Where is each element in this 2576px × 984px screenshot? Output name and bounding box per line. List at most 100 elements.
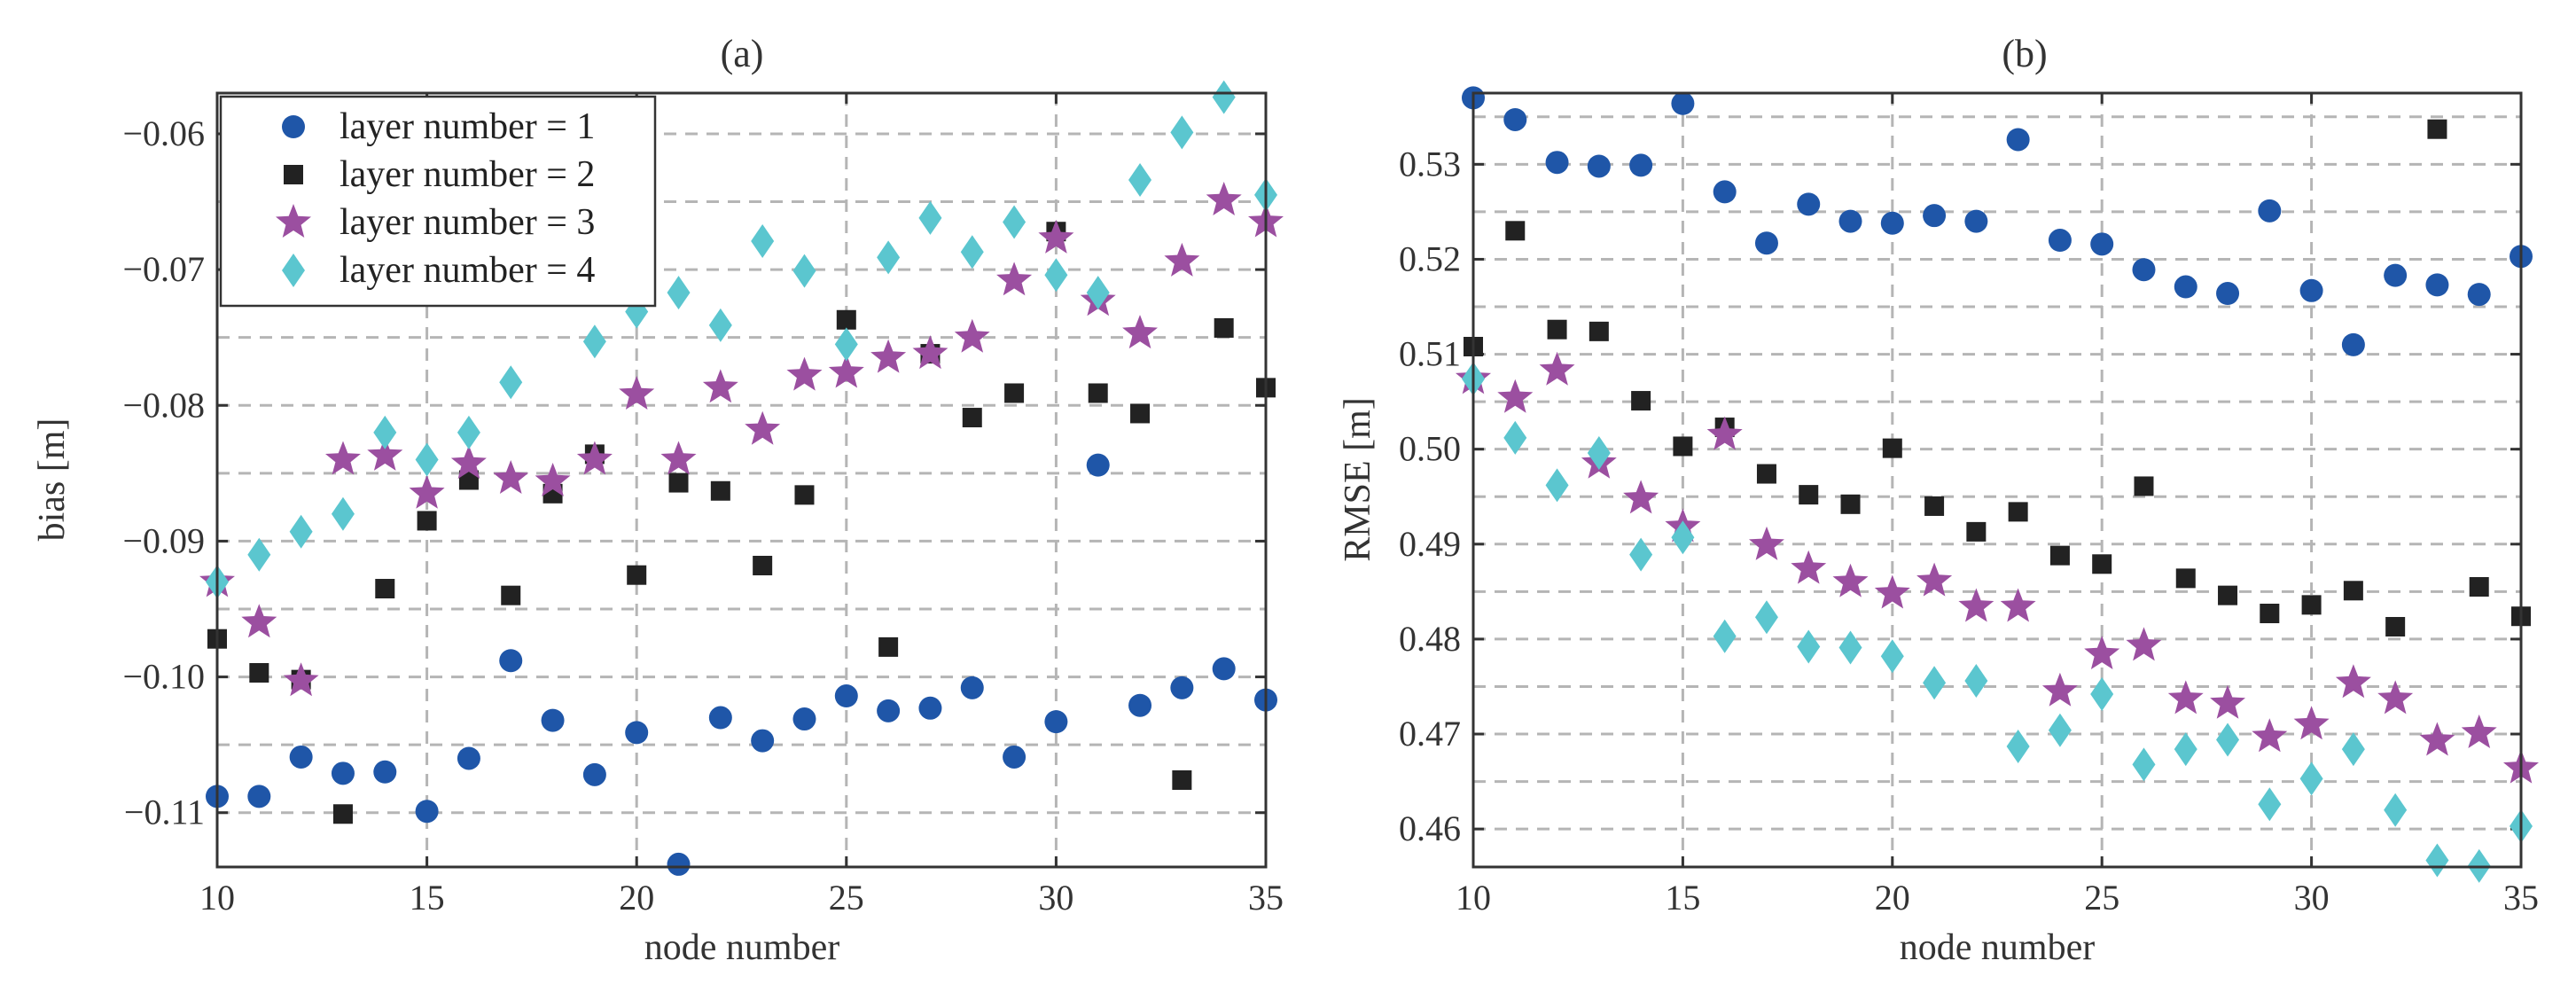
data-point-square bbox=[375, 579, 395, 599]
legend-label: layer number = 4 bbox=[340, 250, 595, 291]
chart-panel-a: (a) −0.11 −0.10 −0.09 −0.08 −0.07 −0.06 10 15 20… bbox=[32, 32, 1284, 968]
data-point-circle bbox=[289, 745, 313, 769]
legend-label: layer number = 2 bbox=[340, 154, 595, 195]
data-point-circle bbox=[834, 684, 858, 708]
data-point-diamond bbox=[1587, 435, 1611, 470]
data-point-square bbox=[2427, 119, 2447, 139]
data-point-circle bbox=[2216, 282, 2240, 306]
data-point-square bbox=[249, 662, 269, 683]
data-point-star bbox=[1916, 562, 1953, 597]
data-point-circle bbox=[582, 762, 606, 786]
y-axis-title-b: RMSE [m] bbox=[1338, 397, 1378, 562]
data-point-star bbox=[2252, 718, 2288, 753]
data-point-square bbox=[1589, 321, 1609, 341]
x-axis-title-b: node number bbox=[1900, 927, 2095, 968]
data-point-square bbox=[1631, 391, 1651, 411]
data-point-circle bbox=[1212, 657, 1236, 681]
data-point-circle bbox=[1545, 151, 1569, 175]
legend-marker-diamond bbox=[282, 254, 305, 287]
legend-item-layer-2: layer number = 2 bbox=[284, 154, 595, 195]
data-point-circle bbox=[2384, 263, 2408, 287]
data-point-circle bbox=[457, 746, 480, 770]
y-tick-label: −0.10 bbox=[122, 657, 205, 697]
data-point-star bbox=[1206, 182, 1242, 215]
data-point-circle bbox=[2048, 229, 2072, 253]
data-point-circle bbox=[331, 761, 355, 785]
data-point-diamond bbox=[708, 308, 732, 342]
data-point-circle bbox=[541, 708, 565, 732]
data-point-star bbox=[450, 445, 487, 480]
data-point-star bbox=[1497, 379, 1534, 413]
data-point-star bbox=[870, 339, 907, 373]
data-point-square bbox=[1756, 464, 1776, 484]
data-point-star bbox=[996, 262, 1033, 296]
data-point-diamond bbox=[2425, 843, 2449, 878]
data-point-circle bbox=[1964, 209, 1988, 233]
data-point-circle bbox=[1503, 107, 1527, 131]
data-point-diamond bbox=[1044, 258, 1068, 293]
data-point-diamond bbox=[960, 235, 984, 269]
data-point-square bbox=[710, 480, 730, 501]
data-point-circle bbox=[1880, 211, 1904, 235]
plot-frame-a bbox=[215, 91, 1268, 869]
data-point-diamond bbox=[2132, 747, 2156, 782]
data-point-circle bbox=[1797, 192, 1821, 216]
data-point-star bbox=[2084, 636, 2120, 669]
y-tick-label: −0.11 bbox=[124, 793, 205, 832]
data-point-star bbox=[2461, 715, 2497, 748]
data-point-star bbox=[1122, 315, 1158, 349]
data-point-square bbox=[794, 485, 815, 505]
data-point-diamond bbox=[331, 496, 355, 531]
data-point-diamond bbox=[2299, 761, 2323, 796]
data-point-star bbox=[367, 436, 403, 471]
data-point-diamond bbox=[373, 415, 397, 449]
data-point-star bbox=[1164, 242, 1200, 277]
data-point-circle bbox=[373, 760, 397, 784]
legend-marker-circle bbox=[282, 115, 305, 138]
x-tick-label: 30 bbox=[2294, 878, 2330, 918]
data-point-diamond bbox=[1545, 468, 1569, 503]
data-point-circle bbox=[2174, 275, 2197, 299]
series-layer-3 bbox=[1456, 351, 2539, 784]
data-point-square bbox=[458, 470, 479, 490]
data-point-square bbox=[2469, 577, 2489, 597]
data-point-star bbox=[241, 604, 277, 638]
data-point-diamond bbox=[1212, 80, 1236, 114]
data-point-circle bbox=[2006, 128, 2030, 152]
legend-marker-star bbox=[276, 204, 311, 238]
data-point-square bbox=[2092, 554, 2112, 574]
data-point-diamond bbox=[1797, 629, 1821, 664]
chart-panel-b: (b) 0.46 0.47 0.48 0.49 0.50 0.51 0.52 0.53 10 15… bbox=[1338, 32, 2539, 968]
y-tick-label: −0.06 bbox=[122, 113, 205, 153]
data-point-square bbox=[501, 585, 521, 605]
data-point-square bbox=[2134, 476, 2154, 496]
data-point-square bbox=[1547, 319, 1567, 340]
data-point-circle bbox=[751, 729, 775, 753]
data-point-star bbox=[619, 376, 655, 410]
data-point-diamond bbox=[1086, 276, 1110, 310]
data-point-star bbox=[702, 369, 738, 403]
data-point-circle bbox=[1754, 231, 1778, 255]
data-point-circle bbox=[667, 852, 691, 876]
ticks-a: −0.11 −0.10 −0.09 −0.08 −0.07 −0.06 10 15 20 25 30… bbox=[122, 93, 1284, 918]
legend-item-layer-1: layer number = 1 bbox=[282, 106, 595, 147]
data-point-star bbox=[325, 441, 361, 475]
x-tick-label: 20 bbox=[619, 878, 654, 918]
points-a bbox=[199, 80, 1284, 876]
series-layer-1 bbox=[206, 453, 1277, 876]
y-tick-label: 0.50 bbox=[1399, 429, 1461, 469]
data-point-star bbox=[535, 463, 571, 496]
data-point-diamond bbox=[2174, 732, 2197, 767]
y-tick-label: −0.09 bbox=[122, 520, 205, 560]
data-point-circle bbox=[1128, 693, 1152, 717]
data-point-circle bbox=[2132, 258, 2156, 282]
x-axis-title-a: node number bbox=[644, 927, 839, 968]
data-point-circle bbox=[2425, 273, 2449, 297]
x-tick-label: 35 bbox=[2503, 878, 2539, 918]
y-tick-label: −0.08 bbox=[122, 385, 205, 425]
data-point-square bbox=[668, 472, 689, 493]
data-point-diamond bbox=[1754, 600, 1778, 635]
data-point-star bbox=[2210, 684, 2245, 719]
legend-item-layer-3: layer number = 3 bbox=[276, 202, 595, 243]
